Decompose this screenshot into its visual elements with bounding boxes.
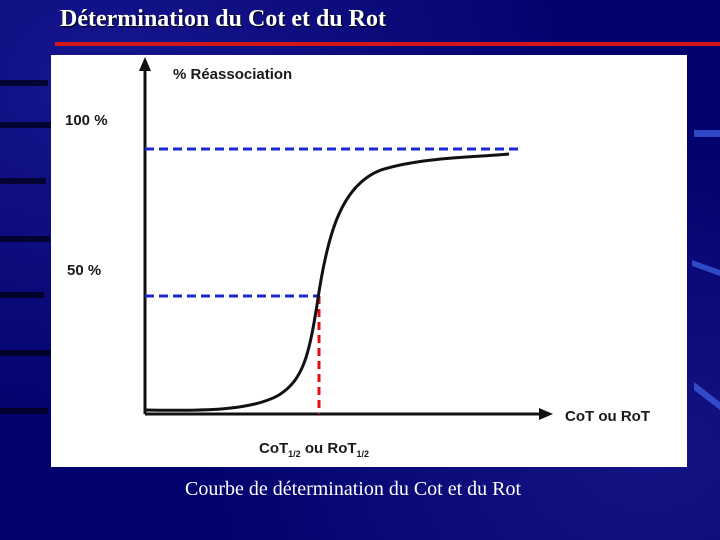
x-axis-label: CoT ou RoT [565,408,650,425]
figure-caption: Courbe de détermination du Cot et du Rot [185,478,522,500]
half-value-label: CoT1/2 ou RoT1/2 [259,440,369,459]
slide-title: Détermination du Cot et du Rot [60,6,386,32]
y-axis-label: % Réassociation [173,66,292,83]
y-axis-arrow [139,57,151,71]
reassociation-diagram: % Réassociation CoT ou RoT 100 % 50 % Co… [65,57,650,459]
right-decoration [692,130,720,410]
level-50-label: 50 % [67,262,101,279]
left-decoration [0,60,55,460]
x-axis-arrow [539,408,553,420]
title-underline [55,42,720,46]
level-100-label: 100 % [65,112,108,129]
reassociation-curve [144,152,510,412]
reassociation-figure: % Réassociation CoT ou RoT 100 % 50 % Co… [51,55,687,467]
